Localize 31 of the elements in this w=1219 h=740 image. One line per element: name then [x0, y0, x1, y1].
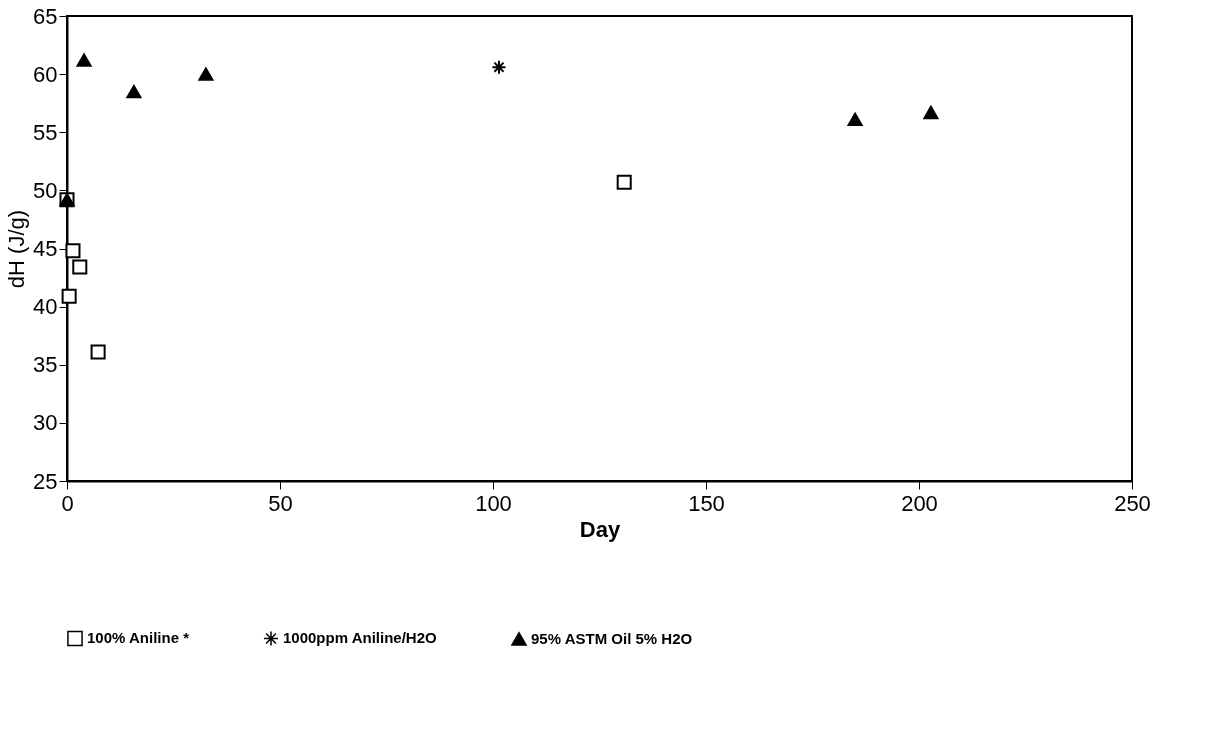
x-tick-label: 150 [688, 490, 725, 516]
point [198, 67, 214, 81]
x-axis-title: Day [579, 516, 621, 542]
y-tick-label: 35 [33, 352, 58, 378]
point [65, 243, 81, 259]
legend-label: 95% ASTM Oil 5% H2O [531, 629, 693, 647]
point [923, 105, 939, 120]
point [126, 84, 142, 99]
point [616, 174, 632, 190]
y-axis-title: dH (J/g) [4, 209, 30, 289]
y-tick-label: 60 [33, 61, 58, 87]
y-tick-label: 45 [33, 236, 58, 261]
legend-label: 100% Aniline * [87, 629, 190, 647]
point [61, 288, 77, 304]
point [847, 112, 863, 127]
legend-label: 1000ppm Aniline/H2O [283, 629, 437, 647]
x-tick-label: 250 [1114, 490, 1151, 516]
point [90, 344, 106, 360]
point [491, 59, 507, 75]
x-tick-label: 0 [61, 490, 74, 516]
x-tick-label: 100 [475, 490, 512, 516]
point [72, 259, 88, 275]
y-tick-label: 25 [33, 468, 58, 494]
y-tick-label: 65 [33, 3, 58, 29]
y-tick-label: 55 [33, 119, 58, 145]
x-tick-label: 200 [901, 490, 938, 516]
point [76, 53, 92, 67]
y-tick-label: 40 [33, 294, 58, 320]
y-tick-label: 50 [33, 177, 58, 203]
y-tick-label: 30 [33, 410, 58, 436]
x-tick-label: 50 [268, 490, 293, 516]
